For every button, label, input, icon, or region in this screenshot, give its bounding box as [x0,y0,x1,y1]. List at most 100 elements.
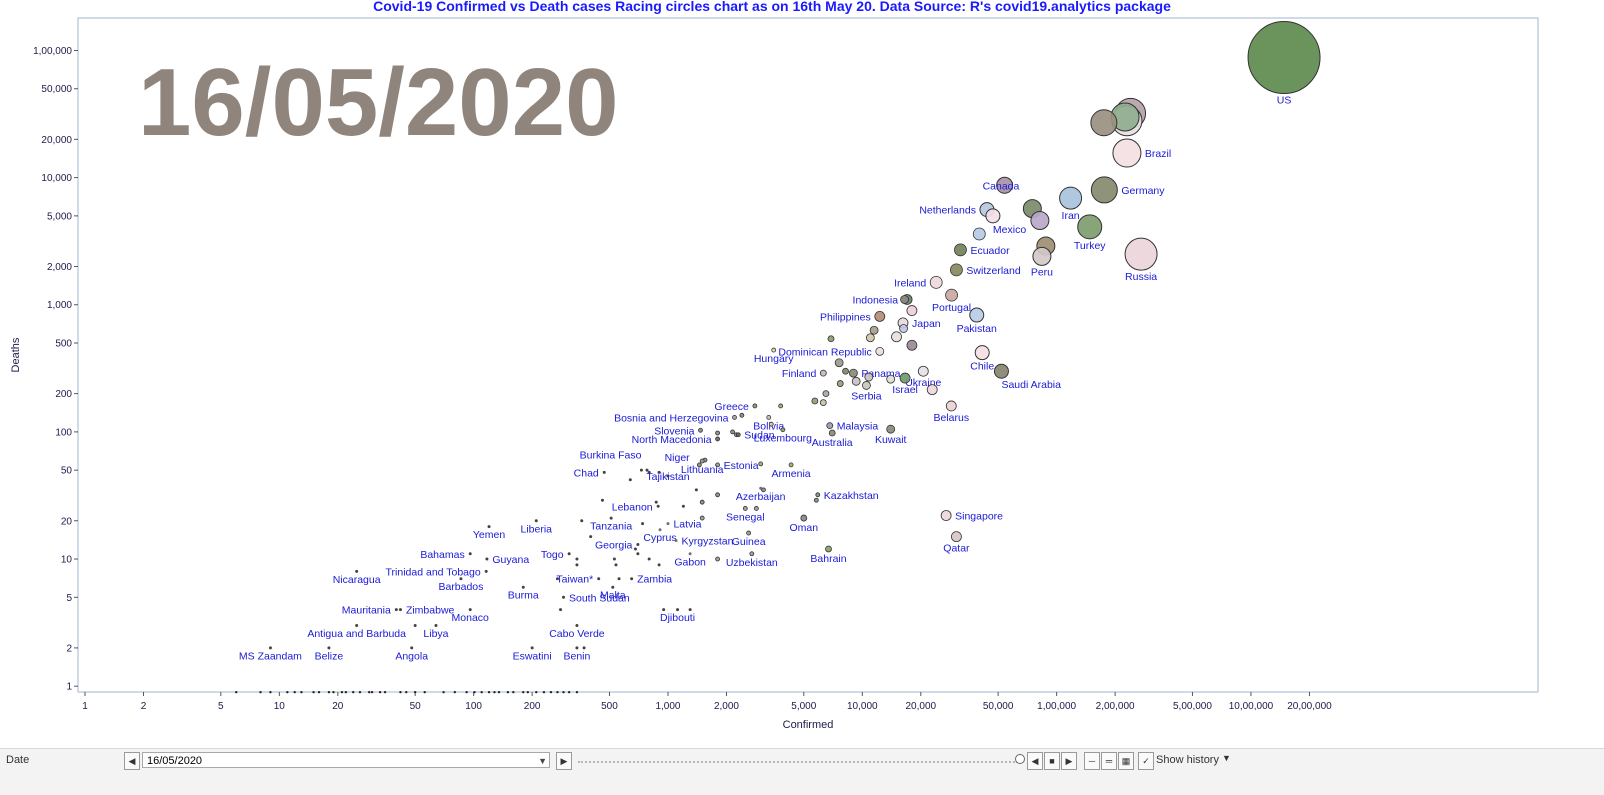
data-point [1030,210,1050,230]
point-label: Guyana [492,554,529,566]
point-label: Uzbekistan [726,557,778,569]
data-point [865,333,875,343]
point-label: Malta [600,590,626,602]
data-point [562,595,566,599]
next-date-button[interactable]: ▶ [556,752,572,770]
x-tick-label: 2 [141,701,147,712]
data-point [1090,176,1118,204]
data-point [688,608,692,612]
point-label: North Macedonia [632,434,712,446]
point-label: Peru [1031,266,1053,278]
data-point [739,412,745,418]
data-point [521,585,525,589]
data-point [487,690,491,694]
data-point [1112,138,1142,168]
data-point [954,243,967,257]
data-point [582,646,586,650]
point-label: Iran [1062,210,1080,222]
data-point [468,608,472,612]
data-point [612,557,616,561]
data-point [758,461,764,467]
pause-button[interactable]: ■ [1044,752,1060,770]
point-label: MS Zaandam [239,650,302,662]
data-point [819,369,827,377]
data-point [834,358,844,368]
show-history-checkbox[interactable]: ✓ [1138,752,1154,770]
point-label: Bolivia [753,420,784,432]
point-label: Indonesia [853,294,899,306]
data-point [657,563,661,567]
y-tick-label: 200 [55,389,72,400]
data-point [370,690,374,694]
previous-date-button[interactable]: ◀ [124,752,140,770]
step-back-button[interactable]: ◀ [1027,752,1043,770]
data-point [698,427,703,433]
data-point [434,624,438,628]
data-point [694,488,698,492]
data-point [886,424,896,434]
y-tick-label: 1 [66,682,72,693]
data-point [811,397,819,405]
chevron-down-icon: ▼ [538,756,547,766]
point-label: Mexico [993,224,1026,236]
point-label: Germany [1121,185,1165,197]
speed-medium-button[interactable]: ═ [1101,752,1117,770]
speed-fast-button[interactable]: ▦ [1118,752,1134,770]
data-point [609,516,613,520]
show-history-dropdown-icon[interactable]: ▼ [1222,753,1231,763]
point-label: Burkina Faso [580,450,642,462]
x-tick-label: 2,00,000 [1096,701,1135,712]
point-label: Antigua and Barbuda [307,628,406,640]
data-point [630,577,634,581]
data-point [647,557,651,561]
x-tick-label: 5,000 [791,701,816,712]
data-point [485,557,489,561]
point-label: Gabon [674,556,706,568]
point-label: Tajikistan [646,471,689,483]
date-select[interactable]: 16/05/2020 ▼ [142,752,550,768]
data-point [327,690,331,694]
point-label: Angola [395,650,428,662]
data-point [800,514,808,522]
timeline-slider-knob[interactable] [1015,754,1025,764]
data-point [688,552,692,556]
point-label: Azerbaijan [736,491,786,503]
x-tick-label: 50 [410,701,422,712]
x-tick-label: 100 [465,701,482,712]
point-label: Lithuania [681,464,724,476]
speed-slow-button[interactable]: ─ [1084,752,1100,770]
data-point [940,510,952,521]
data-point [567,552,571,556]
point-label: Belize [315,650,344,662]
data-point [641,522,645,526]
data-point [950,263,963,277]
point-label: Trinidad and Tobago [386,566,481,578]
data-point [945,288,958,302]
data-point [900,295,909,304]
point-label: US [1277,95,1292,107]
y-tick-label: 1,00,000 [33,46,72,57]
point-label: Israel [892,384,918,396]
timeline-slider[interactable] [578,761,1018,763]
y-tick-label: 1,000 [47,300,72,311]
point-label: Hungary [754,353,794,365]
data-point [580,519,584,523]
data-point [344,690,348,694]
data-point [836,380,844,387]
data-point [864,372,874,382]
point-label: Canada [983,181,1020,193]
y-tick-label: 20 [61,516,73,527]
data-point [985,208,1001,224]
x-tick-label: 20,000 [906,701,937,712]
point-label: Chile [970,361,994,373]
point-label: Brazil [1145,148,1171,160]
point-label: Latvia [673,519,701,531]
point-label: Belarus [933,412,969,424]
data-point [771,347,777,353]
point-label: Lebanon [612,501,653,513]
data-point [851,376,861,386]
data-point [874,310,886,322]
data-point [899,324,908,333]
play-button[interactable]: ▶ [1061,752,1077,770]
point-label: Bahrain [810,553,846,565]
